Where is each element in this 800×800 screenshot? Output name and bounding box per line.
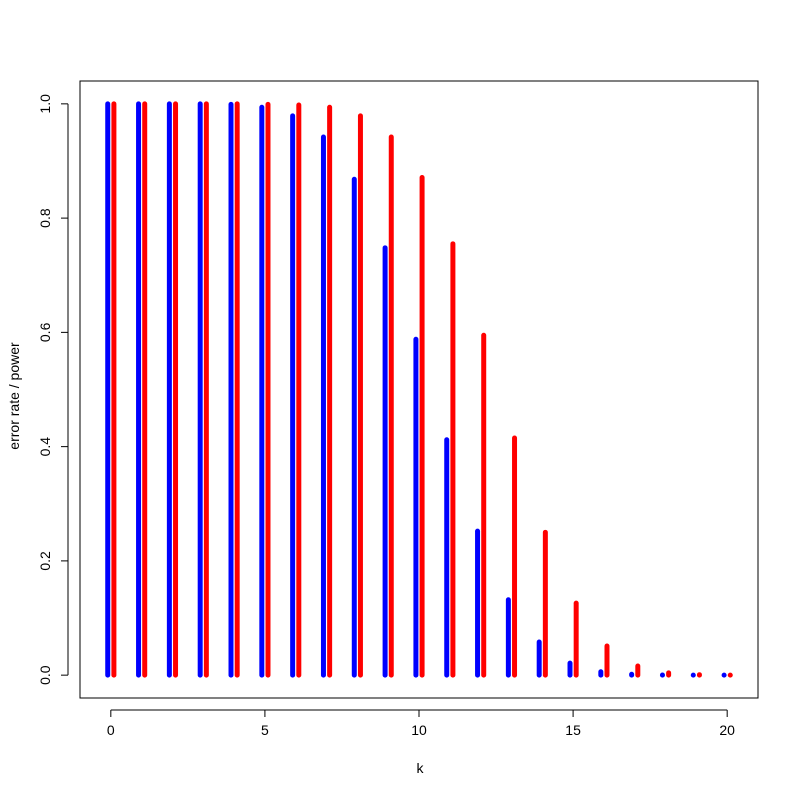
y-tick-label: 0.6 [37, 322, 53, 342]
x-tick-label: 20 [719, 722, 735, 738]
x-axis-label: k [417, 760, 425, 776]
x-tick-label: 0 [107, 722, 115, 738]
x-tick-label: 10 [411, 722, 427, 738]
x-tick-label: 5 [261, 722, 269, 738]
y-axis-label: error rate / power [6, 342, 22, 450]
x-tick-label: 15 [565, 722, 581, 738]
y-tick-label: 1.0 [37, 94, 53, 114]
plot-frame [79, 80, 759, 699]
y-tick-label: 0.2 [37, 551, 53, 571]
y-tick-label: 0.0 [37, 665, 53, 685]
y-tick-label: 0.4 [37, 437, 53, 457]
bars-layer [105, 101, 733, 678]
y-tick-label: 0.8 [37, 208, 53, 228]
axes-layer: 0 5 10 15 20 0.0 0.2 0.4 0.6 0.8 1.0 [37, 80, 759, 738]
